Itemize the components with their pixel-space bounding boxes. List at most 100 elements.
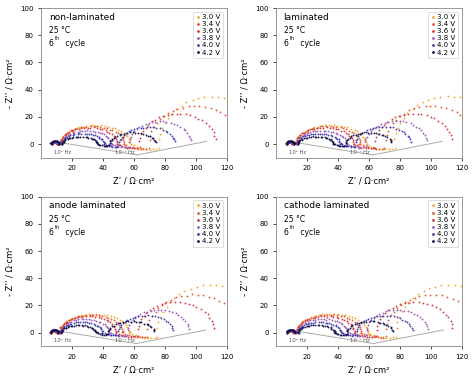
Point <box>53 138 61 144</box>
Point <box>333 123 340 129</box>
Point <box>362 136 369 142</box>
Point <box>55 329 63 335</box>
Point <box>370 332 378 339</box>
Point <box>351 321 358 327</box>
Point <box>56 328 64 334</box>
Point <box>50 138 58 144</box>
Point <box>54 329 61 335</box>
Point <box>447 318 455 324</box>
Point <box>321 122 329 128</box>
Point <box>83 134 91 140</box>
Point <box>360 319 367 325</box>
Point <box>341 331 349 337</box>
Point <box>153 125 160 131</box>
Point <box>290 329 298 335</box>
Point <box>346 135 354 141</box>
Point <box>330 129 337 135</box>
Point <box>349 138 357 144</box>
Point <box>343 138 350 144</box>
Point <box>285 138 292 144</box>
Point <box>304 127 311 133</box>
Point <box>369 126 376 132</box>
Point <box>161 120 169 126</box>
Point <box>404 308 411 314</box>
Point <box>331 328 339 334</box>
Point <box>394 125 401 131</box>
Point <box>136 319 144 325</box>
Point <box>290 141 297 147</box>
Point <box>405 134 412 140</box>
Point <box>221 112 228 118</box>
Point <box>88 136 95 142</box>
Point <box>337 132 344 138</box>
Point <box>53 139 60 145</box>
Point <box>52 329 60 335</box>
Point <box>140 321 148 327</box>
Point <box>58 141 65 147</box>
Point <box>135 326 142 332</box>
Point <box>284 328 292 334</box>
Point <box>410 310 418 317</box>
Point <box>340 128 347 135</box>
Point <box>58 326 66 332</box>
Point <box>293 138 301 144</box>
Point <box>93 139 100 145</box>
Point <box>390 309 398 315</box>
Point <box>123 322 130 328</box>
Point <box>432 291 439 298</box>
Point <box>407 139 414 145</box>
Point <box>98 136 106 142</box>
Point <box>48 328 55 334</box>
Point <box>49 139 57 145</box>
Point <box>193 284 201 290</box>
Point <box>383 135 391 141</box>
Point <box>384 317 392 323</box>
Point <box>99 330 106 336</box>
Point <box>48 140 56 146</box>
Point <box>403 111 411 117</box>
Point <box>76 130 83 136</box>
Point <box>52 138 59 144</box>
Point <box>299 319 306 325</box>
Point <box>112 319 120 325</box>
Point <box>310 133 317 139</box>
Point <box>314 131 322 137</box>
Point <box>48 328 56 334</box>
Text: 10⁻¹ Hz: 10⁻¹ Hz <box>350 338 370 343</box>
Point <box>365 131 373 137</box>
Point <box>285 328 293 334</box>
Point <box>64 130 72 136</box>
Point <box>160 316 168 322</box>
Point <box>358 332 365 339</box>
Point <box>320 128 328 134</box>
Point <box>176 299 184 306</box>
Point <box>54 139 61 145</box>
Point <box>376 124 383 130</box>
Point <box>401 300 409 306</box>
Point <box>119 135 127 141</box>
Point <box>295 328 302 334</box>
Point <box>283 140 290 146</box>
Point <box>355 144 363 150</box>
Point <box>289 141 297 147</box>
Point <box>151 313 159 319</box>
Point <box>128 131 136 137</box>
Point <box>75 124 82 130</box>
Text: 6: 6 <box>283 40 289 49</box>
Point <box>387 312 394 318</box>
Point <box>356 321 363 328</box>
Point <box>215 298 223 304</box>
Point <box>125 332 132 338</box>
Point <box>318 316 325 322</box>
Point <box>360 331 367 337</box>
Point <box>60 134 67 140</box>
Point <box>286 139 293 145</box>
Point <box>50 327 57 333</box>
Point <box>54 328 62 334</box>
Point <box>116 131 123 138</box>
Point <box>319 125 327 131</box>
Point <box>353 139 360 146</box>
Point <box>201 94 208 100</box>
Point <box>101 123 109 129</box>
Point <box>214 94 222 100</box>
